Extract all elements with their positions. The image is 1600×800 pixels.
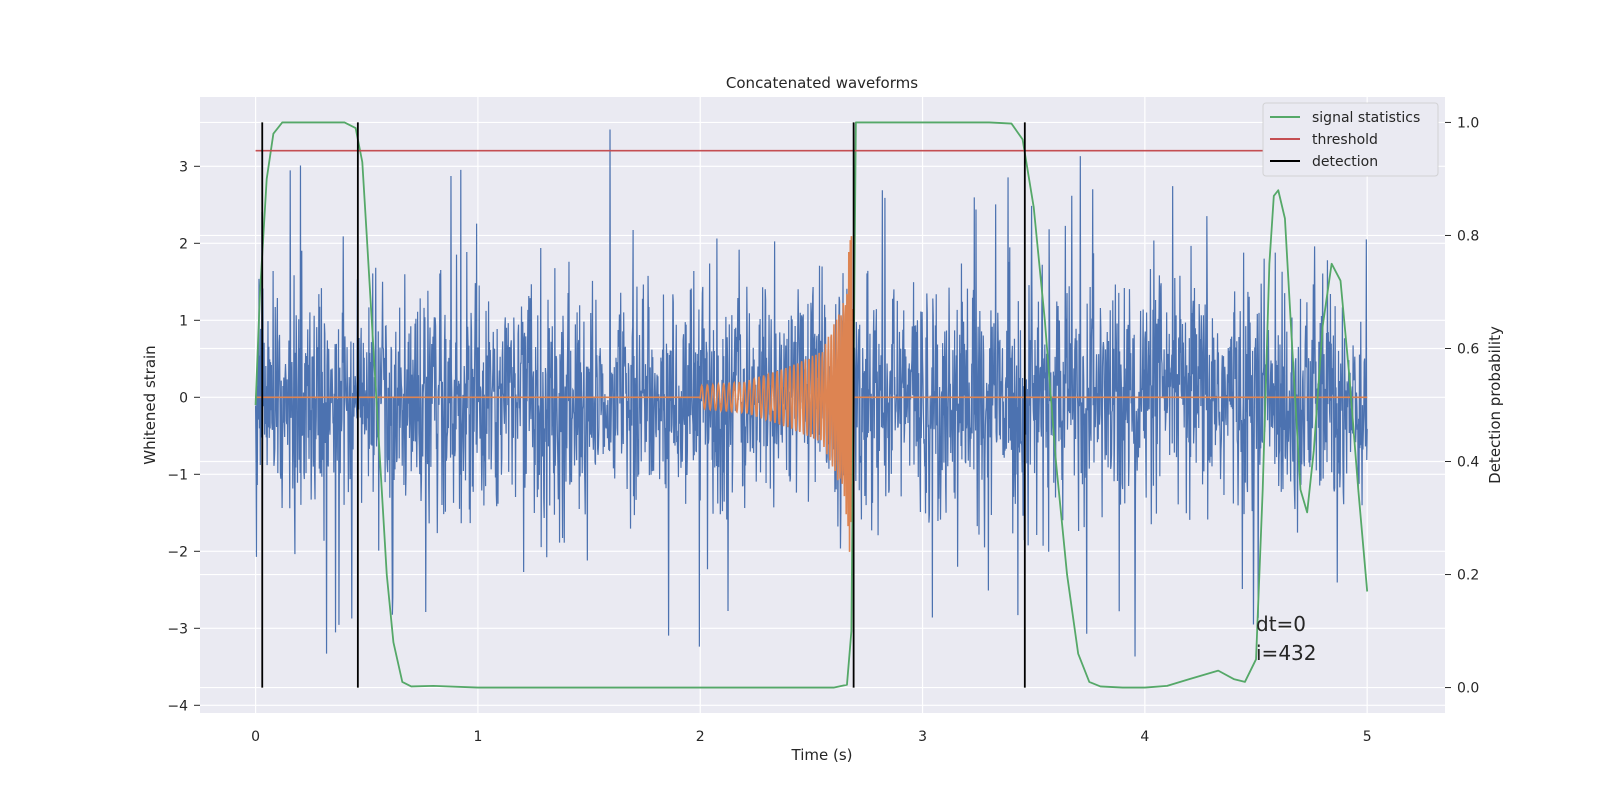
legend-label-detection: detection bbox=[1312, 154, 1378, 170]
y-tick-label: 3 bbox=[179, 159, 188, 175]
x-tick-label: 5 bbox=[1363, 729, 1372, 745]
y-right-tick-label: 0.2 bbox=[1457, 568, 1479, 584]
annotation-index: i=432 bbox=[1256, 641, 1317, 665]
y-tick-label: −1 bbox=[167, 467, 188, 483]
y-axis-right-label: Detection probability bbox=[1486, 326, 1504, 484]
y-tick-label: −2 bbox=[167, 544, 188, 560]
y-tick-label: 0 bbox=[179, 390, 188, 406]
legend-label-threshold: threshold bbox=[1312, 132, 1378, 148]
annotation-dt: dt=0 bbox=[1256, 612, 1306, 636]
y-tick-label: 2 bbox=[179, 236, 188, 252]
y-tick-label: −3 bbox=[167, 621, 188, 637]
injected-waveform-line bbox=[255, 236, 1368, 552]
plot-series bbox=[254, 121, 1369, 689]
legend-box bbox=[1262, 102, 1439, 177]
axes: 0 1 2 3 4 5 −4 −3 −2 −1 0 1 2 3 0.0 0.2 0.4 0.6 0.8 1.0 bbox=[167, 115, 1479, 745]
x-tick-label: 4 bbox=[1140, 729, 1149, 745]
y-axis-label: Whitened strain bbox=[141, 345, 159, 464]
y-tick-label: −4 bbox=[167, 698, 188, 714]
y-right-tick-label: 0.8 bbox=[1457, 228, 1479, 244]
chart-title: Concatenated waveforms bbox=[726, 74, 918, 92]
y-right-tick-label: 1.0 bbox=[1457, 115, 1479, 131]
signal-statistics-line bbox=[254, 121, 1369, 689]
x-tick-label: 0 bbox=[251, 729, 260, 745]
y-right-tick-label: 0.4 bbox=[1457, 455, 1479, 471]
x-tick-label: 1 bbox=[473, 729, 482, 745]
y-tick-label: 1 bbox=[179, 313, 188, 329]
y-right-tick-label: 0.0 bbox=[1457, 681, 1479, 697]
y-right-tick-label: 0.6 bbox=[1457, 341, 1479, 357]
x-tick-label: 2 bbox=[696, 729, 705, 745]
legend-label-signal-statistics: signal statistics bbox=[1312, 110, 1420, 126]
legend: signal statistics threshold detection bbox=[1262, 102, 1439, 177]
x-tick-label: 3 bbox=[918, 729, 927, 745]
x-axis-label: Time (s) bbox=[791, 746, 853, 764]
